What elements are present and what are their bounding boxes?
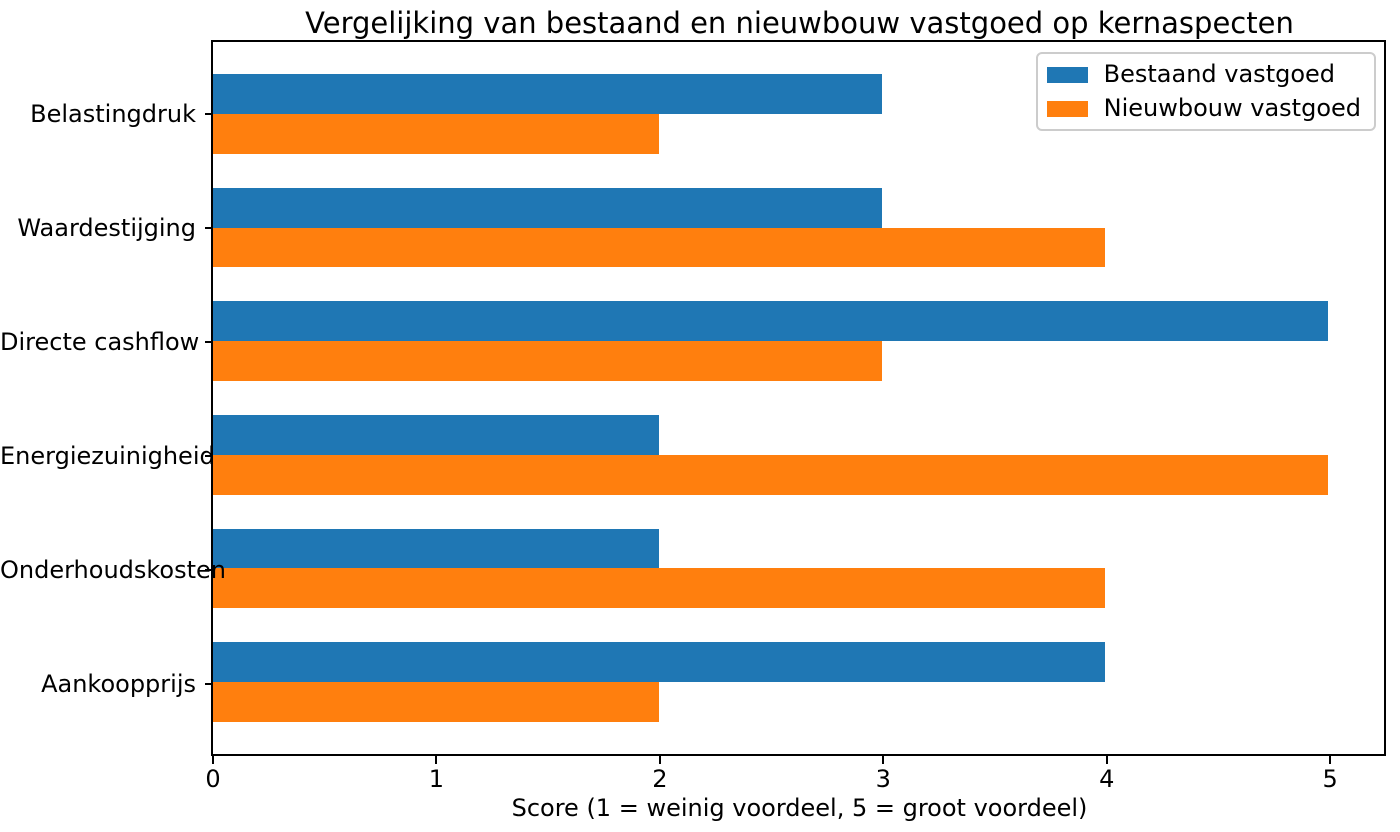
xtick-mark-4	[1105, 756, 1108, 764]
ytick-mark-1	[205, 227, 213, 230]
xtick-label-1: 1	[428, 765, 445, 793]
bars-container	[213, 42, 1384, 754]
bar-nieuwbouw-aankoopprijs	[213, 681, 660, 722]
legend-item-bestaand-vastgoed: Bestaand vastgoed	[1046, 60, 1361, 88]
bar-bestaand-energiezuinigheid	[213, 415, 660, 455]
xtick-mark-2	[658, 756, 661, 764]
bar-nieuwbouw-waardestijging	[213, 227, 1106, 268]
ytick-mark-0	[205, 113, 213, 116]
ytick-mark-5	[205, 682, 213, 685]
bar-bestaand-onderhoudskosten	[213, 528, 660, 569]
ytick-label-aankoopprijs: Aankoopprijs	[41, 669, 196, 698]
ytick-label-waardestijging: Waardestijging	[17, 214, 196, 243]
ytick-label-onderhoudskosten: Onderhoudskosten	[0, 555, 227, 584]
bar-bestaand-aankoopprijs	[213, 642, 1106, 682]
bar-bestaand-waardestijging	[213, 187, 883, 228]
xtick-mark-1	[435, 756, 438, 764]
ytick-label-directe-cashflow: Directe cashflow	[0, 328, 200, 357]
legend-label-nieuwbouw-vastgoed: Nieuwbouw vastgoed	[1103, 94, 1361, 122]
legend-swatch-nieuwbouw-vastgoed	[1046, 100, 1088, 117]
bar-nieuwbouw-onderhoudskosten	[213, 568, 1106, 609]
chart-title: Vergelijking van bestaand en nieuwbouw v…	[305, 6, 1294, 40]
bar-nieuwbouw-belastingdruk	[213, 114, 660, 154]
bar-nieuwbouw-energiezuinigheid	[213, 454, 1329, 495]
xtick-label-5: 5	[1322, 765, 1338, 793]
bar-bestaand-directe-cashflow	[213, 301, 1329, 342]
ytick-label-belastingdruk: Belastingdruk	[30, 100, 196, 129]
legend-label-bestaand-vastgoed: Bestaand vastgoed	[1103, 60, 1336, 88]
ytick-mark-2	[205, 341, 213, 344]
xtick-mark-0	[212, 756, 214, 764]
plot-area: Bestaand vastgoed Nieuwbouw vastgoed	[211, 40, 1386, 756]
xtick-mark-3	[882, 756, 885, 764]
bar-bestaand-belastingdruk	[213, 74, 883, 115]
xtick-mark-5	[1329, 756, 1332, 764]
xtick-label-2: 2	[652, 765, 668, 793]
ytick-mark-3	[205, 454, 213, 457]
bar-nieuwbouw-directe-cashflow	[213, 341, 883, 381]
ytick-label-energiezuinigheid: Energiezuinigheid	[0, 441, 215, 470]
xtick-label-3: 3	[875, 765, 891, 793]
xtick-label-4: 4	[1099, 765, 1115, 793]
ytick-mark-4	[205, 568, 213, 571]
legend-swatch-bestaand-vastgoed	[1046, 66, 1088, 83]
legend: Bestaand vastgoed Nieuwbouw vastgoed	[1035, 52, 1376, 131]
x-axis-label: Score (1 = weinig voordeel, 5 = groot vo…	[511, 794, 1088, 822]
legend-item-nieuwbouw-vastgoed: Nieuwbouw vastgoed	[1046, 94, 1361, 122]
xtick-label-0: 0	[205, 765, 221, 793]
